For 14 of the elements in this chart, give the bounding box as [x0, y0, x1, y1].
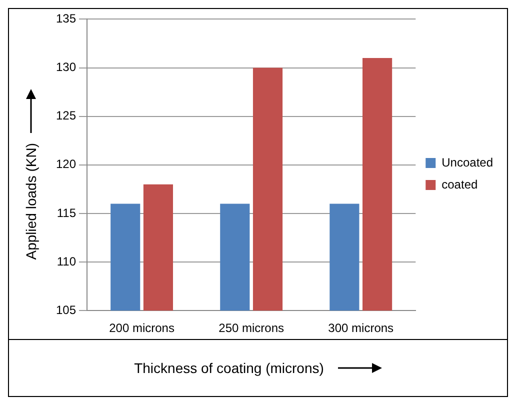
y-tick-label: 125 — [56, 108, 76, 123]
y-tick-label: 120 — [56, 157, 76, 172]
x-tick-label: 250 microns — [218, 321, 284, 336]
x-axis-title: Thickness of coating (microns) — [134, 360, 324, 376]
legend-label: Uncoated — [442, 155, 494, 170]
y-tick-label: 130 — [56, 60, 76, 74]
y-axis-title: Applied loads (KN) — [23, 142, 39, 260]
x-tick-label: 300 microns — [328, 321, 394, 336]
y-tick-label: 135 — [56, 12, 76, 26]
y-tick-label: 115 — [56, 206, 76, 220]
x-tick-label: 200 microns — [109, 321, 174, 336]
y-tick-label: 110 — [56, 254, 76, 268]
legend-label: coated — [442, 177, 478, 192]
y-tick-label: 105 — [56, 302, 76, 317]
